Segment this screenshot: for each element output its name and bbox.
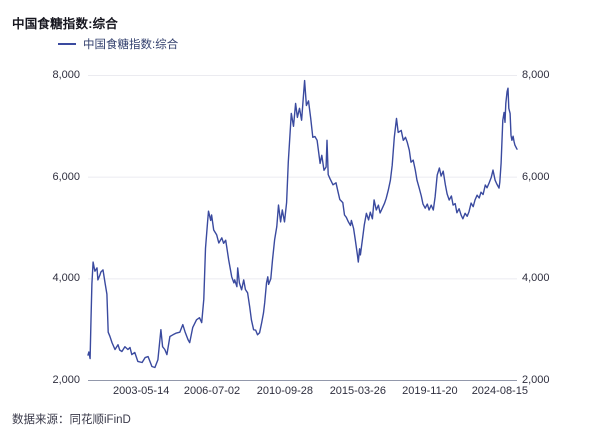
x-axis-tick-2003-05-14: 2003-05-14 [113, 385, 170, 397]
x-axis-tick-2010-09-28: 2010-09-28 [256, 385, 314, 397]
y-axis-tick-left-6000: 6,000 [52, 170, 80, 183]
y-axis-tick-right-8000: 8,000 [522, 69, 550, 81]
legend-label: 中国食糖指数:综合 [83, 39, 179, 51]
x-axis-tick-2019-11-20: 2019-11-20 [402, 385, 458, 397]
page-title: 中国食糖指数:综合 [12, 17, 118, 31]
series-line [87, 79, 518, 369]
y-axis-tick-right-4000: 4,000 [522, 272, 550, 285]
data-source: 数据来源：同花顺iFinD [12, 414, 131, 426]
y-axis-tick-right-6000: 6,000 [522, 170, 550, 183]
legend-item[interactable]: 中国食糖指数:综合 [58, 36, 178, 52]
x-axis-tick-2015-03-26: 2015-03-26 [329, 385, 386, 397]
legend-line-swatch-icon [58, 43, 76, 45]
x-axis-tick-2006-07-02: 2006-07-02 [183, 385, 241, 397]
y-axis-tick-left-4000: 4,000 [52, 272, 80, 285]
y-axis-tick-left-2000: 2,000 [52, 374, 80, 386]
y-axis-tick-left-8000: 8,000 [52, 69, 80, 81]
y-axis-tick-right-2000: 2,000 [522, 374, 550, 386]
x-axis-tick-2024-08-15: 2024-08-15 [471, 385, 528, 397]
